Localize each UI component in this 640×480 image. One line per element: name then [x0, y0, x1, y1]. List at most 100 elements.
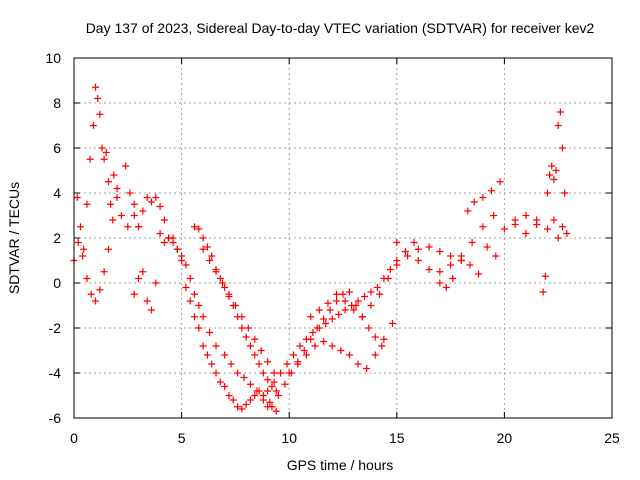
- data-point: [554, 234, 562, 242]
- data-point: [348, 302, 356, 309]
- series-arc-b: [74, 194, 121, 305]
- data-point: [212, 268, 220, 276]
- data-point: [178, 257, 186, 264]
- data-point: [147, 198, 155, 206]
- data-point: [238, 405, 246, 413]
- data-point: [264, 387, 272, 395]
- data-point: [216, 378, 224, 386]
- data-point: [156, 203, 164, 210]
- data-point: [393, 239, 401, 246]
- data-point: [73, 194, 81, 201]
- data-point: [337, 347, 345, 354]
- data-point: [373, 284, 381, 291]
- data-point: [246, 380, 254, 388]
- data-point: [414, 245, 422, 253]
- data-point: [242, 401, 250, 408]
- data-point: [447, 252, 455, 260]
- series-arc-d: [130, 268, 160, 314]
- x-tick-label: 0: [70, 430, 78, 446]
- data-point: [246, 342, 254, 350]
- data-point: [393, 261, 401, 269]
- y-tick-label: 6: [53, 140, 61, 156]
- data-point: [274, 392, 282, 399]
- data-point: [479, 223, 487, 231]
- data-point: [130, 212, 138, 219]
- y-tick-label: -4: [49, 365, 62, 381]
- data-point: [268, 383, 276, 390]
- data-point: [135, 275, 143, 282]
- data-point: [380, 335, 388, 343]
- data-point: [345, 351, 353, 359]
- series-arc-e: [156, 230, 272, 413]
- data-point: [264, 358, 272, 366]
- data-point: [479, 194, 487, 201]
- series-arc-i: [264, 257, 401, 395]
- data-point: [94, 95, 102, 102]
- data-point: [225, 290, 233, 298]
- data-point: [221, 383, 229, 390]
- data-point: [333, 290, 341, 298]
- data-point: [539, 288, 547, 296]
- data-point: [104, 245, 112, 253]
- data-point: [199, 342, 207, 350]
- data-point: [559, 144, 567, 152]
- data-point: [339, 290, 347, 298]
- data-point: [371, 333, 379, 341]
- data-point: [309, 329, 317, 336]
- data-point: [169, 234, 177, 242]
- x-tick-label: 25: [604, 430, 620, 446]
- data-point: [160, 216, 168, 224]
- data-point: [326, 306, 334, 314]
- y-tick-label: -6: [49, 410, 62, 426]
- data-point: [218, 279, 226, 287]
- data-point: [113, 194, 121, 201]
- x-tick-label: 15: [389, 430, 405, 446]
- data-point: [96, 110, 104, 118]
- data-point: [363, 365, 371, 372]
- data-point: [324, 299, 332, 307]
- data-point: [92, 297, 100, 305]
- data-point: [191, 313, 199, 321]
- data-point: [281, 380, 289, 388]
- data-point: [436, 268, 444, 276]
- data-point: [110, 171, 118, 179]
- y-tick-label: 0: [53, 275, 61, 291]
- data-point: [182, 284, 190, 291]
- data-point: [272, 387, 280, 395]
- data-point: [496, 178, 504, 186]
- data-point: [100, 155, 108, 163]
- series-arc-h: [268, 288, 386, 411]
- data-point: [270, 378, 278, 386]
- data-point: [255, 387, 263, 395]
- data-point: [130, 200, 138, 208]
- data-point: [367, 302, 375, 309]
- data-point: [266, 398, 274, 406]
- x-tick-label: 20: [497, 430, 513, 446]
- data-point: [229, 396, 237, 404]
- data-point: [541, 272, 549, 280]
- data-point: [350, 306, 358, 314]
- y-tick-labels: -6 -4 -2 0 2 4 6 8 10: [45, 50, 61, 426]
- data-point: [199, 245, 207, 253]
- data-point: [464, 207, 472, 215]
- data-point: [335, 311, 343, 318]
- data-point: [365, 324, 373, 332]
- data-point: [559, 223, 567, 231]
- series-arc-m: [414, 178, 504, 276]
- data-point: [367, 288, 375, 296]
- data-point: [186, 297, 194, 305]
- data-point: [257, 347, 265, 354]
- data-point: [238, 313, 246, 321]
- data-point: [206, 329, 214, 336]
- data-point: [221, 284, 229, 291]
- data-point: [87, 290, 95, 298]
- data-point: [139, 268, 147, 276]
- data-point: [548, 162, 556, 170]
- data-point: [234, 403, 242, 411]
- data-point: [109, 216, 117, 224]
- grid: [74, 58, 612, 418]
- series-arc-k: [307, 239, 418, 321]
- data-point: [552, 167, 560, 174]
- plot-frame: [73, 57, 613, 419]
